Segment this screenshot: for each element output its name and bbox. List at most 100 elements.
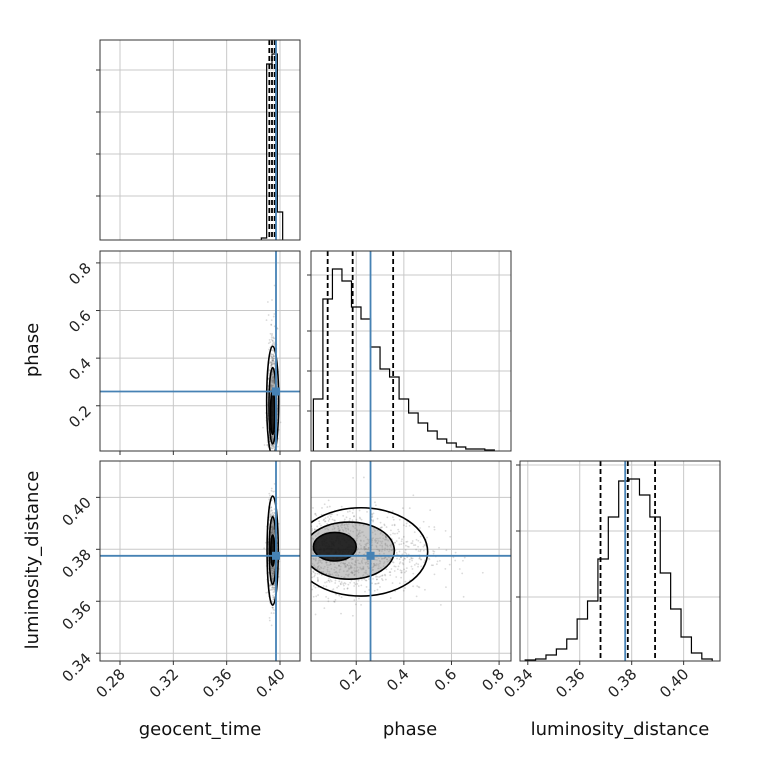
scatter-phase-luminosity_distance-sample — [458, 568, 461, 570]
scatter-phase-luminosity_distance-sample — [326, 566, 329, 569]
scatter-phase-luminosity_distance-sample — [320, 562, 323, 564]
scatter-phase-luminosity_distance-sample — [314, 566, 317, 569]
scatter-phase-luminosity_distance-sample — [339, 529, 341, 531]
scatter-phase-luminosity_distance-sample — [402, 559, 405, 561]
scatter-phase-luminosity_distance-sample — [353, 574, 356, 576]
scatter-phase-luminosity_distance-sample — [351, 522, 354, 525]
scatter-geocent_time-phase-sample — [272, 360, 274, 362]
scatter-phase-luminosity_distance-sample — [449, 535, 452, 538]
scatter-phase-luminosity_distance-sample — [395, 551, 398, 554]
scatter-phase-luminosity_distance-sample — [351, 614, 354, 617]
scatter-phase-luminosity_distance-sample — [388, 559, 391, 562]
scatter-phase-luminosity_distance-sample — [344, 582, 347, 585]
scatter-phase-luminosity_distance-sample — [345, 516, 348, 519]
scatter-geocent_time-phase-sample — [273, 445, 276, 448]
scatter-phase-luminosity_distance-sample — [389, 533, 392, 536]
scatter-phase-luminosity_distance-sample — [357, 533, 360, 535]
scatter-geocent_time-phase-sample — [270, 338, 273, 341]
scatter-phase-luminosity_distance-sample — [366, 542, 369, 545]
scatter-phase-luminosity_distance-xtick-label-1: 0.4 — [383, 665, 413, 695]
scatter-phase-luminosity_distance-sample — [340, 596, 343, 599]
scatter-phase-luminosity_distance-sample — [314, 558, 317, 561]
scatter-phase-luminosity_distance-sample — [329, 563, 332, 566]
scatter-phase-luminosity_distance-sample — [354, 573, 356, 576]
scatter-phase-luminosity_distance-sample — [361, 559, 363, 562]
scatter-phase-luminosity_distance-sample — [391, 582, 394, 584]
scatter-phase-luminosity_distance-sample — [333, 600, 335, 603]
scatter-phase-luminosity_distance-sample — [398, 530, 400, 533]
scatter-phase-luminosity_distance-sample — [327, 600, 330, 603]
scatter-phase-luminosity_distance-sample — [368, 578, 370, 581]
scatter-phase-luminosity_distance-sample — [384, 535, 387, 538]
scatter-phase-luminosity_distance-sample — [345, 523, 348, 525]
scatter-phase-luminosity_distance-sample — [378, 562, 381, 565]
scatter-phase-luminosity_distance-sample — [356, 529, 359, 532]
scatter-phase-luminosity_distance-sample — [386, 558, 388, 561]
scatter-phase-luminosity_distance-sample — [319, 561, 322, 563]
scatter-phase-luminosity_distance-contour-0 — [311, 506, 429, 597]
scatter-phase-luminosity_distance-content — [311, 461, 511, 661]
scatter-phase-luminosity_distance-sample — [374, 582, 377, 585]
scatter-phase-luminosity_distance-sample — [357, 569, 360, 571]
scatter-geocent_time-phase-sample — [273, 443, 276, 445]
scatter-phase-luminosity_distance-sample — [340, 561, 343, 564]
scatter-phase-luminosity_distance-sample — [378, 559, 381, 562]
scatter-phase-luminosity_distance-sample — [336, 561, 339, 564]
scatter-phase-luminosity_distance-sample — [396, 568, 399, 571]
scatter-phase-luminosity_distance-sample — [312, 538, 315, 541]
scatter-phase-luminosity_distance-sample — [316, 562, 319, 565]
scatter-phase-luminosity_distance-sample — [406, 540, 409, 543]
scatter-geocent_time-phase-sample — [272, 353, 275, 356]
scatter-phase-luminosity_distance-sample — [435, 563, 438, 566]
scatter-phase-luminosity_distance-sample — [341, 528, 344, 531]
scatter-phase-luminosity_distance-sample — [338, 594, 341, 597]
scatter-phase-luminosity_distance-sample — [377, 529, 379, 532]
scatter-phase-luminosity_distance-sample — [417, 563, 420, 566]
scatter-phase-luminosity_distance-sample — [390, 544, 392, 547]
scatter-phase-luminosity_distance-sample — [350, 565, 353, 568]
scatter-phase-luminosity_distance-sample — [367, 563, 369, 565]
scatter-phase-luminosity_distance-sample — [362, 565, 365, 568]
scatter-phase-luminosity_distance-sample — [317, 566, 319, 568]
scatter-phase-luminosity_distance-sample — [348, 567, 350, 569]
scatter-phase-luminosity_distance-sample — [325, 596, 327, 598]
scatter-phase-luminosity_distance-sample — [372, 569, 375, 571]
scatter-phase-luminosity_distance-sample — [419, 527, 421, 529]
scatter-phase-luminosity_distance-sample — [328, 513, 331, 516]
scatter-phase-luminosity_distance-sample — [384, 542, 387, 545]
scatter-phase-luminosity_distance-sample — [433, 573, 436, 576]
scatter-phase-luminosity_distance-sample — [404, 587, 406, 589]
scatter-phase-luminosity_distance-sample — [311, 588, 314, 591]
scatter-phase-luminosity_distance-sample — [375, 537, 378, 540]
scatter-phase-luminosity_distance-sample — [355, 518, 358, 521]
scatter-phase-luminosity_distance-sample — [390, 543, 393, 545]
scatter-phase-luminosity_distance-sample — [417, 565, 419, 568]
scatter-phase-luminosity_distance-sample — [331, 573, 334, 576]
scatter-phase-luminosity_distance-sample — [386, 544, 389, 547]
scatter-phase-luminosity_distance-sample — [317, 566, 319, 568]
scatter-phase-luminosity_distance-sample — [357, 579, 360, 582]
scatter-phase-luminosity_distance-sample — [357, 536, 359, 538]
scatter-phase-luminosity_distance-sample — [353, 581, 356, 584]
hist-luminosity_distance-step — [524, 478, 713, 661]
scatter-phase-luminosity_distance-sample — [403, 557, 406, 560]
scatter-geocent_time-phase-sample — [273, 362, 275, 365]
scatter-geocent_time-phase-sample — [272, 355, 275, 358]
scatter-phase-luminosity_distance-sample — [374, 564, 377, 566]
scatter-phase-luminosity_distance-sample — [406, 556, 409, 559]
scatter-phase-luminosity_distance-sample — [352, 525, 355, 528]
scatter-phase-luminosity_distance-sample — [404, 551, 407, 554]
scatter-phase-luminosity_distance-sample — [343, 581, 346, 584]
scatter-phase-luminosity_distance-sample — [363, 534, 365, 537]
scatter-phase-luminosity_distance-sample — [343, 518, 346, 521]
scatter-phase-luminosity_distance-sample — [385, 568, 388, 571]
scatter-phase-luminosity_distance-sample — [340, 526, 343, 529]
scatter-phase-luminosity_distance-sample — [322, 519, 325, 522]
scatter-phase-luminosity_distance-sample — [327, 516, 329, 518]
scatter-phase-luminosity_distance-sample — [381, 526, 383, 529]
scatter-geocent_time-phase-sample — [269, 355, 272, 358]
scatter-geocent_time-luminosity_distance-sample — [269, 494, 271, 497]
scatter-phase-luminosity_distance-sample — [325, 562, 328, 564]
scatter-phase-luminosity_distance-sample — [338, 564, 340, 567]
scatter-phase-luminosity_distance-sample — [313, 528, 316, 531]
